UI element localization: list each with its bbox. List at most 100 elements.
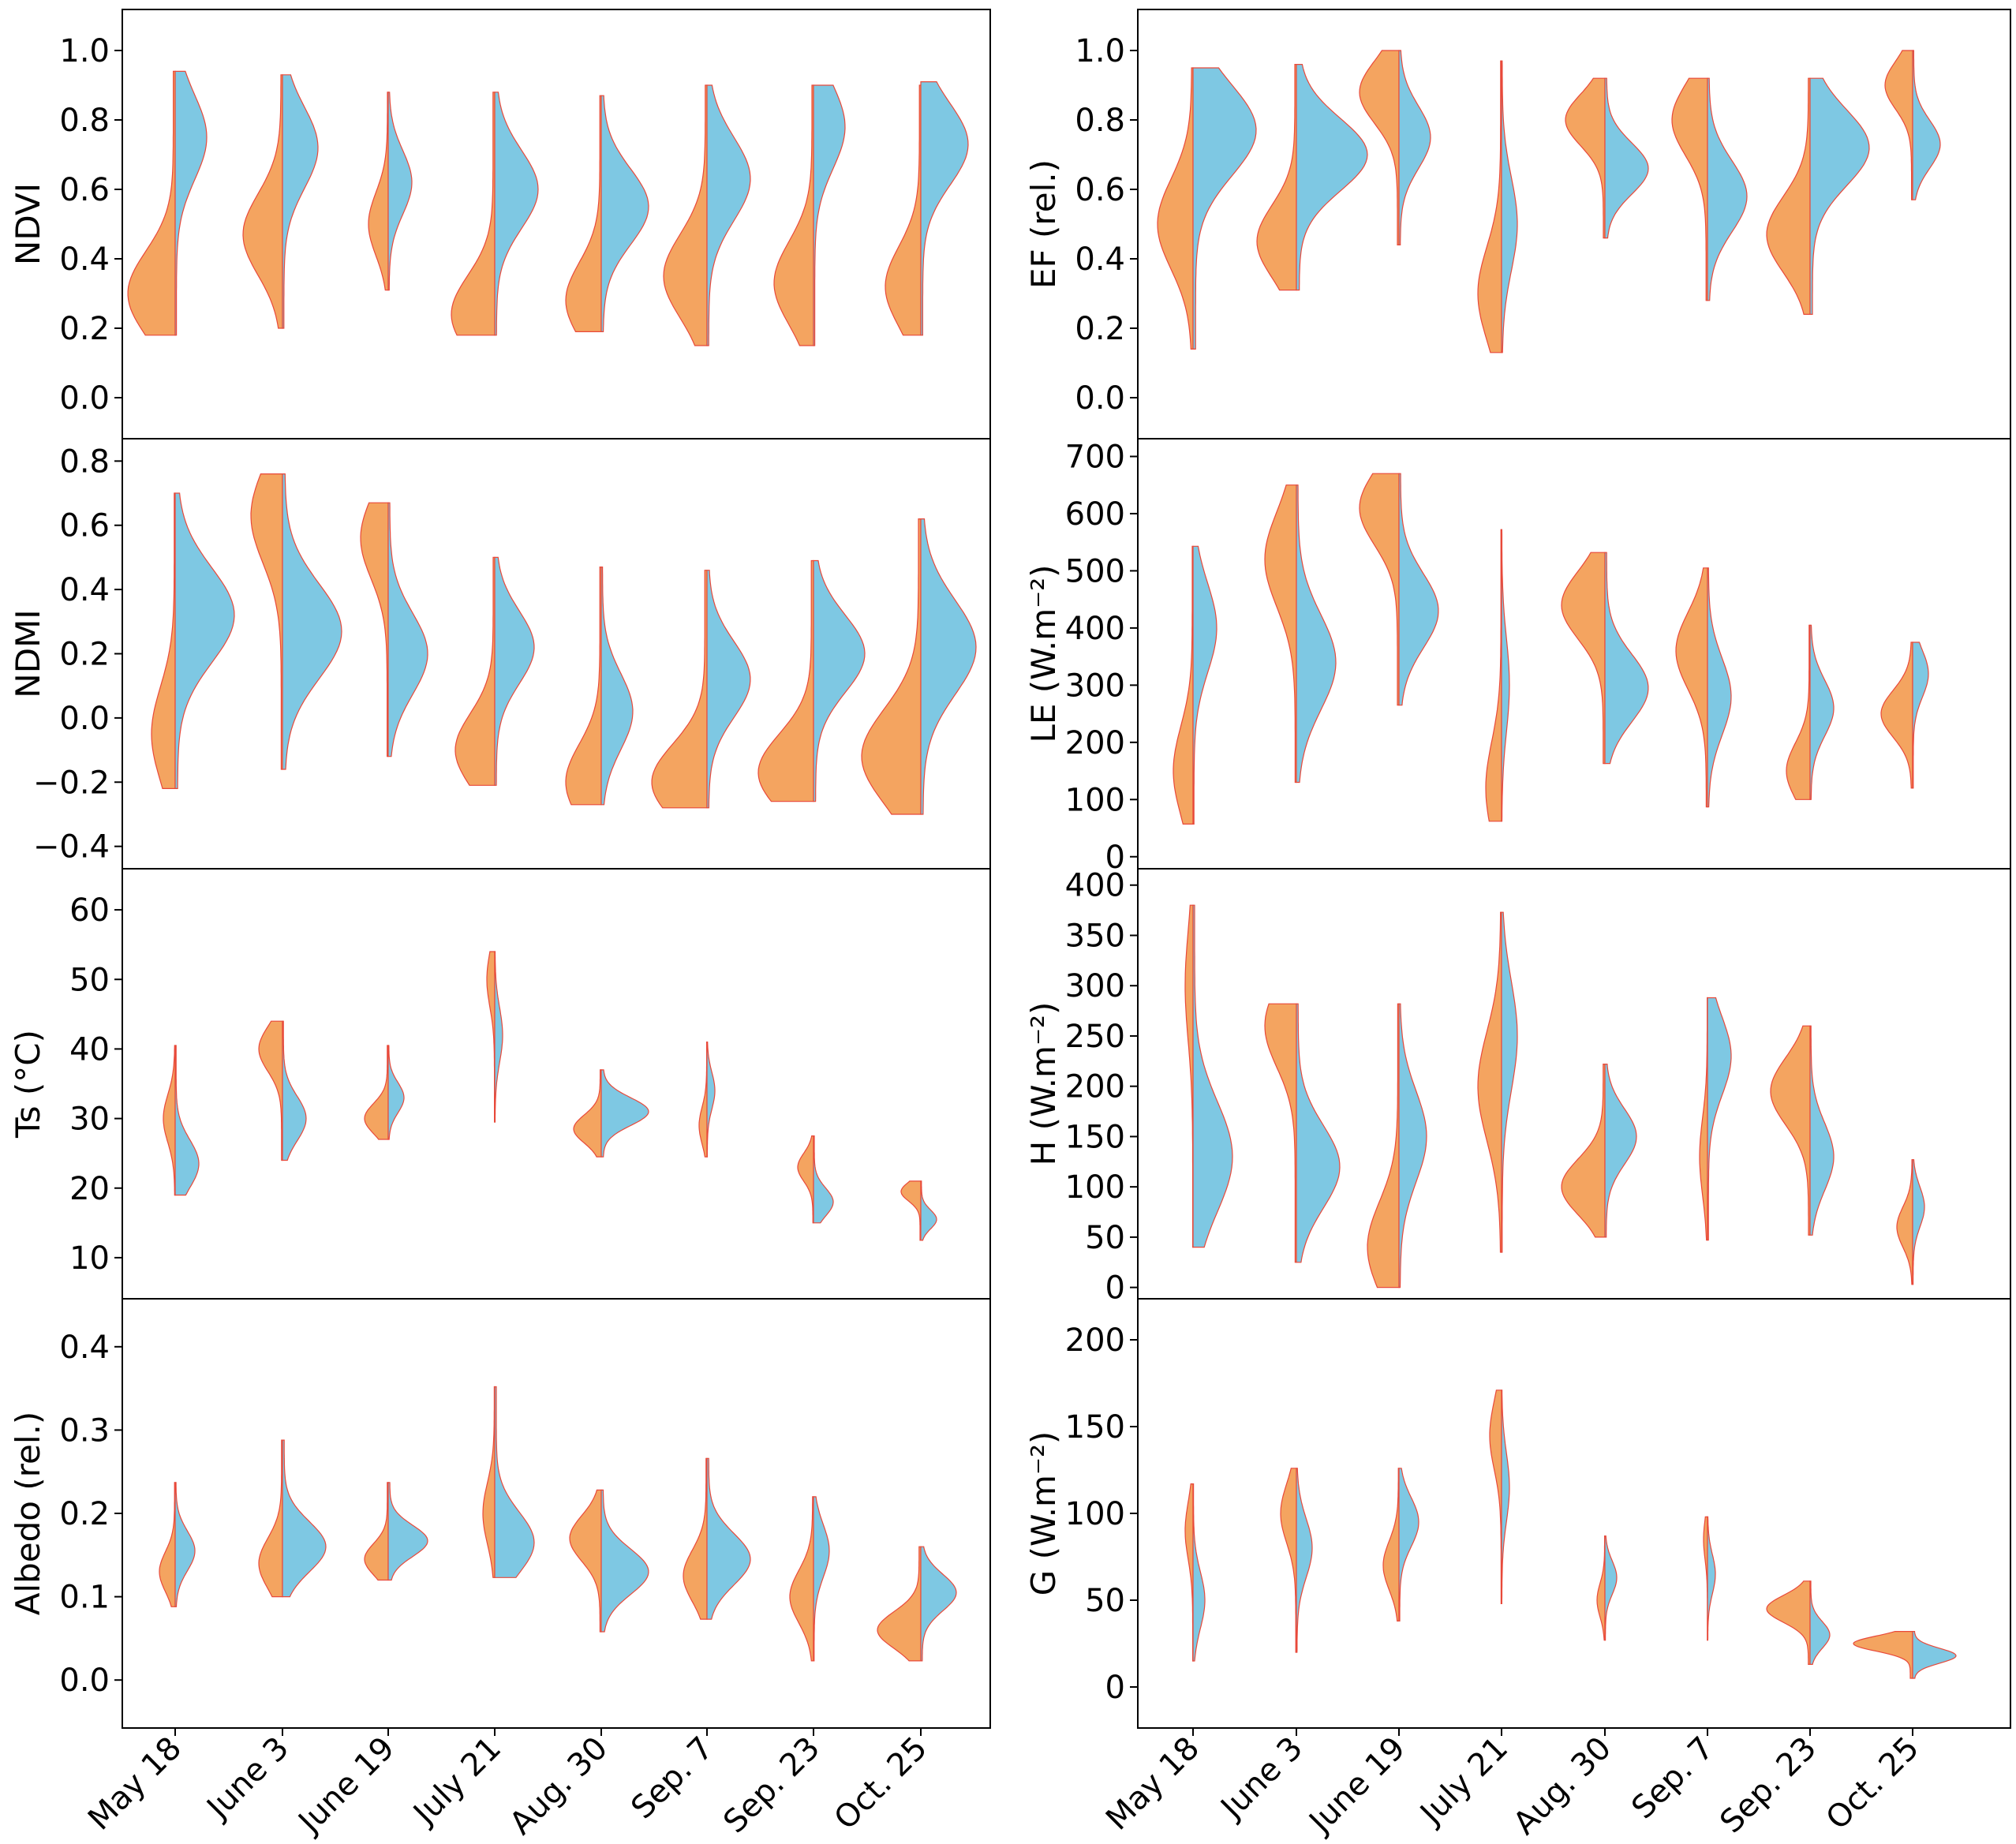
h-violin-blue-6 (1707, 997, 1732, 1241)
albedo-ytick-label: 0.3 (59, 1412, 110, 1449)
albedo-violin-blue-1 (174, 1482, 196, 1607)
g-violin-orange-1 (1184, 1483, 1194, 1662)
ndmi-violin-blue-5 (600, 567, 634, 806)
x-category-label: July 21 (1412, 1730, 1515, 1833)
x-category-label: June 3 (199, 1730, 296, 1827)
le-ytick-label: 100 (1065, 782, 1125, 818)
h-violin-blue-5 (1604, 1064, 1637, 1238)
ndmi-violin-orange-3 (360, 502, 389, 757)
ndmi-violin-blue-8 (920, 518, 977, 815)
albedo-violin-orange-5 (569, 1489, 602, 1633)
ts-violin-blue-1 (174, 1045, 200, 1196)
albedo-violin-blue-6 (706, 1457, 751, 1620)
h-ytick-label: 200 (1065, 1069, 1125, 1105)
le-violin-blue-5 (1604, 552, 1649, 765)
g-violin-orange-4 (1489, 1390, 1502, 1604)
g-violin-blue-6 (1707, 1516, 1716, 1641)
le-ytick-label: 200 (1065, 725, 1125, 761)
le-plot-frame (1137, 438, 2011, 870)
albedo-violin-orange-1 (159, 1482, 176, 1607)
ef-ytick-label: 0.4 (1075, 241, 1125, 278)
ef-violin-orange-4 (1477, 60, 1502, 353)
ts-violin-orange-8 (900, 1180, 922, 1241)
ndvi-violin-orange-2 (242, 74, 283, 329)
ts-violin-orange-7 (797, 1135, 814, 1224)
ts-ytick-label: 20 (69, 1171, 110, 1207)
albedo-violin-blue-8 (920, 1546, 957, 1662)
ndvi-violin-orange-6 (663, 84, 708, 346)
panel-h: 0 50 100 150 200 250 300 350 400 H (W.m⁻²) (1024, 868, 2011, 1307)
le-ytick-label: 400 (1065, 611, 1125, 647)
ndmi-violin-orange-8 (861, 518, 922, 815)
ts-violin-orange-3 (364, 1045, 389, 1140)
h-violin-blue-1 (1192, 904, 1233, 1248)
albedo-y-axis-label: Albedo (rel.) (9, 1412, 47, 1616)
ndvi-violin-blue-3 (387, 92, 413, 291)
le-ytick-label: 700 (1065, 439, 1125, 475)
g-violin-orange-2 (1280, 1468, 1297, 1653)
ef-ytick-label: 0.6 (1075, 172, 1125, 208)
le-ytick-label: 300 (1065, 668, 1125, 704)
ts-plot-frame (122, 868, 991, 1300)
ef-violin-blue-6 (1707, 77, 1748, 301)
panel-ndvi: 0.0 0.2 0.4 0.6 0.8 1.0 NDVI (9, 9, 991, 439)
le-violin-orange-5 (1561, 552, 1606, 765)
ts-ytick-label: 40 (69, 1031, 110, 1068)
g-violin-orange-8 (1853, 1631, 1913, 1679)
g-violin-blue-4 (1501, 1390, 1510, 1604)
ef-violin-blue-3 (1398, 50, 1431, 245)
ts-violin-orange-4 (486, 951, 496, 1123)
h-ytick-label: 250 (1065, 1019, 1125, 1055)
g-violin-blue-2 (1296, 1468, 1313, 1653)
albedo-ytick-label: 0.1 (59, 1580, 110, 1616)
albedo-violin-blue-5 (600, 1489, 649, 1633)
albedo-violin-blue-2 (282, 1439, 327, 1598)
g-ytick-label: 0 (1105, 1670, 1125, 1706)
x-category-label: Sep. 23 (1713, 1730, 1823, 1841)
ndmi-violin-orange-5 (565, 567, 602, 806)
x-category-label: June 3 (1213, 1730, 1310, 1827)
ndmi-ytick-label: 0.2 (59, 637, 110, 673)
g-y-axis-label: G (W.m⁻²) (1024, 1431, 1063, 1596)
panel-albedo: 0.0 0.1 0.2 0.3 0.4 Albedo (rel.) (9, 1298, 991, 1736)
ef-ytick-label: 1.0 (1075, 33, 1125, 69)
g-violin-orange-7 (1766, 1580, 1811, 1665)
ndvi-violin-blue-6 (706, 84, 751, 346)
h-violin-blue-4 (1501, 911, 1518, 1253)
ef-ytick-label: 0.2 (1075, 311, 1125, 347)
ndvi-ytick-label: 0.2 (59, 311, 110, 347)
albedo-ytick-label: 0.2 (59, 1496, 110, 1532)
ndvi-violin-blue-4 (494, 92, 539, 336)
ef-ytick-label: 0.0 (1075, 380, 1125, 417)
le-ytick-label: 600 (1065, 496, 1125, 533)
ts-ytick-label: 30 (69, 1102, 110, 1138)
h-ytick-label: 50 (1085, 1220, 1125, 1256)
le-violin-blue-2 (1296, 484, 1337, 784)
g-violin-blue-1 (1192, 1483, 1206, 1662)
ts-violin-blue-8 (920, 1180, 937, 1241)
h-violin-orange-1 (1184, 904, 1194, 1248)
ndmi-y-axis-label: NDMI (9, 609, 47, 698)
h-ytick-label: 300 (1065, 968, 1125, 1004)
h-violin-orange-5 (1561, 1064, 1606, 1238)
le-violin-blue-1 (1192, 545, 1217, 825)
ef-violin-blue-4 (1501, 60, 1518, 353)
albedo-violin-orange-4 (482, 1386, 496, 1578)
ef-violin-blue-2 (1296, 64, 1368, 291)
ef-violin-orange-5 (1565, 77, 1606, 239)
ts-violin-orange-2 (258, 1020, 283, 1161)
ndvi-violin-blue-1 (174, 70, 208, 336)
ndmi-violin-blue-6 (706, 570, 751, 809)
le-violin-blue-6 (1707, 567, 1732, 808)
ts-violin-blue-3 (387, 1045, 405, 1140)
ef-violin-orange-7 (1766, 77, 1811, 315)
h-violin-orange-3 (1367, 1003, 1400, 1289)
x-category-label: Sep. 23 (716, 1730, 827, 1841)
le-violin-orange-2 (1264, 484, 1297, 784)
panel-g: 0 50 100 150 200 G (W.m⁻²) (1024, 1298, 2011, 1736)
le-ytick-label: 500 (1065, 553, 1125, 589)
ndvi-violin-orange-1 (127, 70, 176, 336)
ndvi-ytick-label: 0.0 (59, 380, 110, 417)
h-violin-blue-3 (1398, 1003, 1427, 1289)
